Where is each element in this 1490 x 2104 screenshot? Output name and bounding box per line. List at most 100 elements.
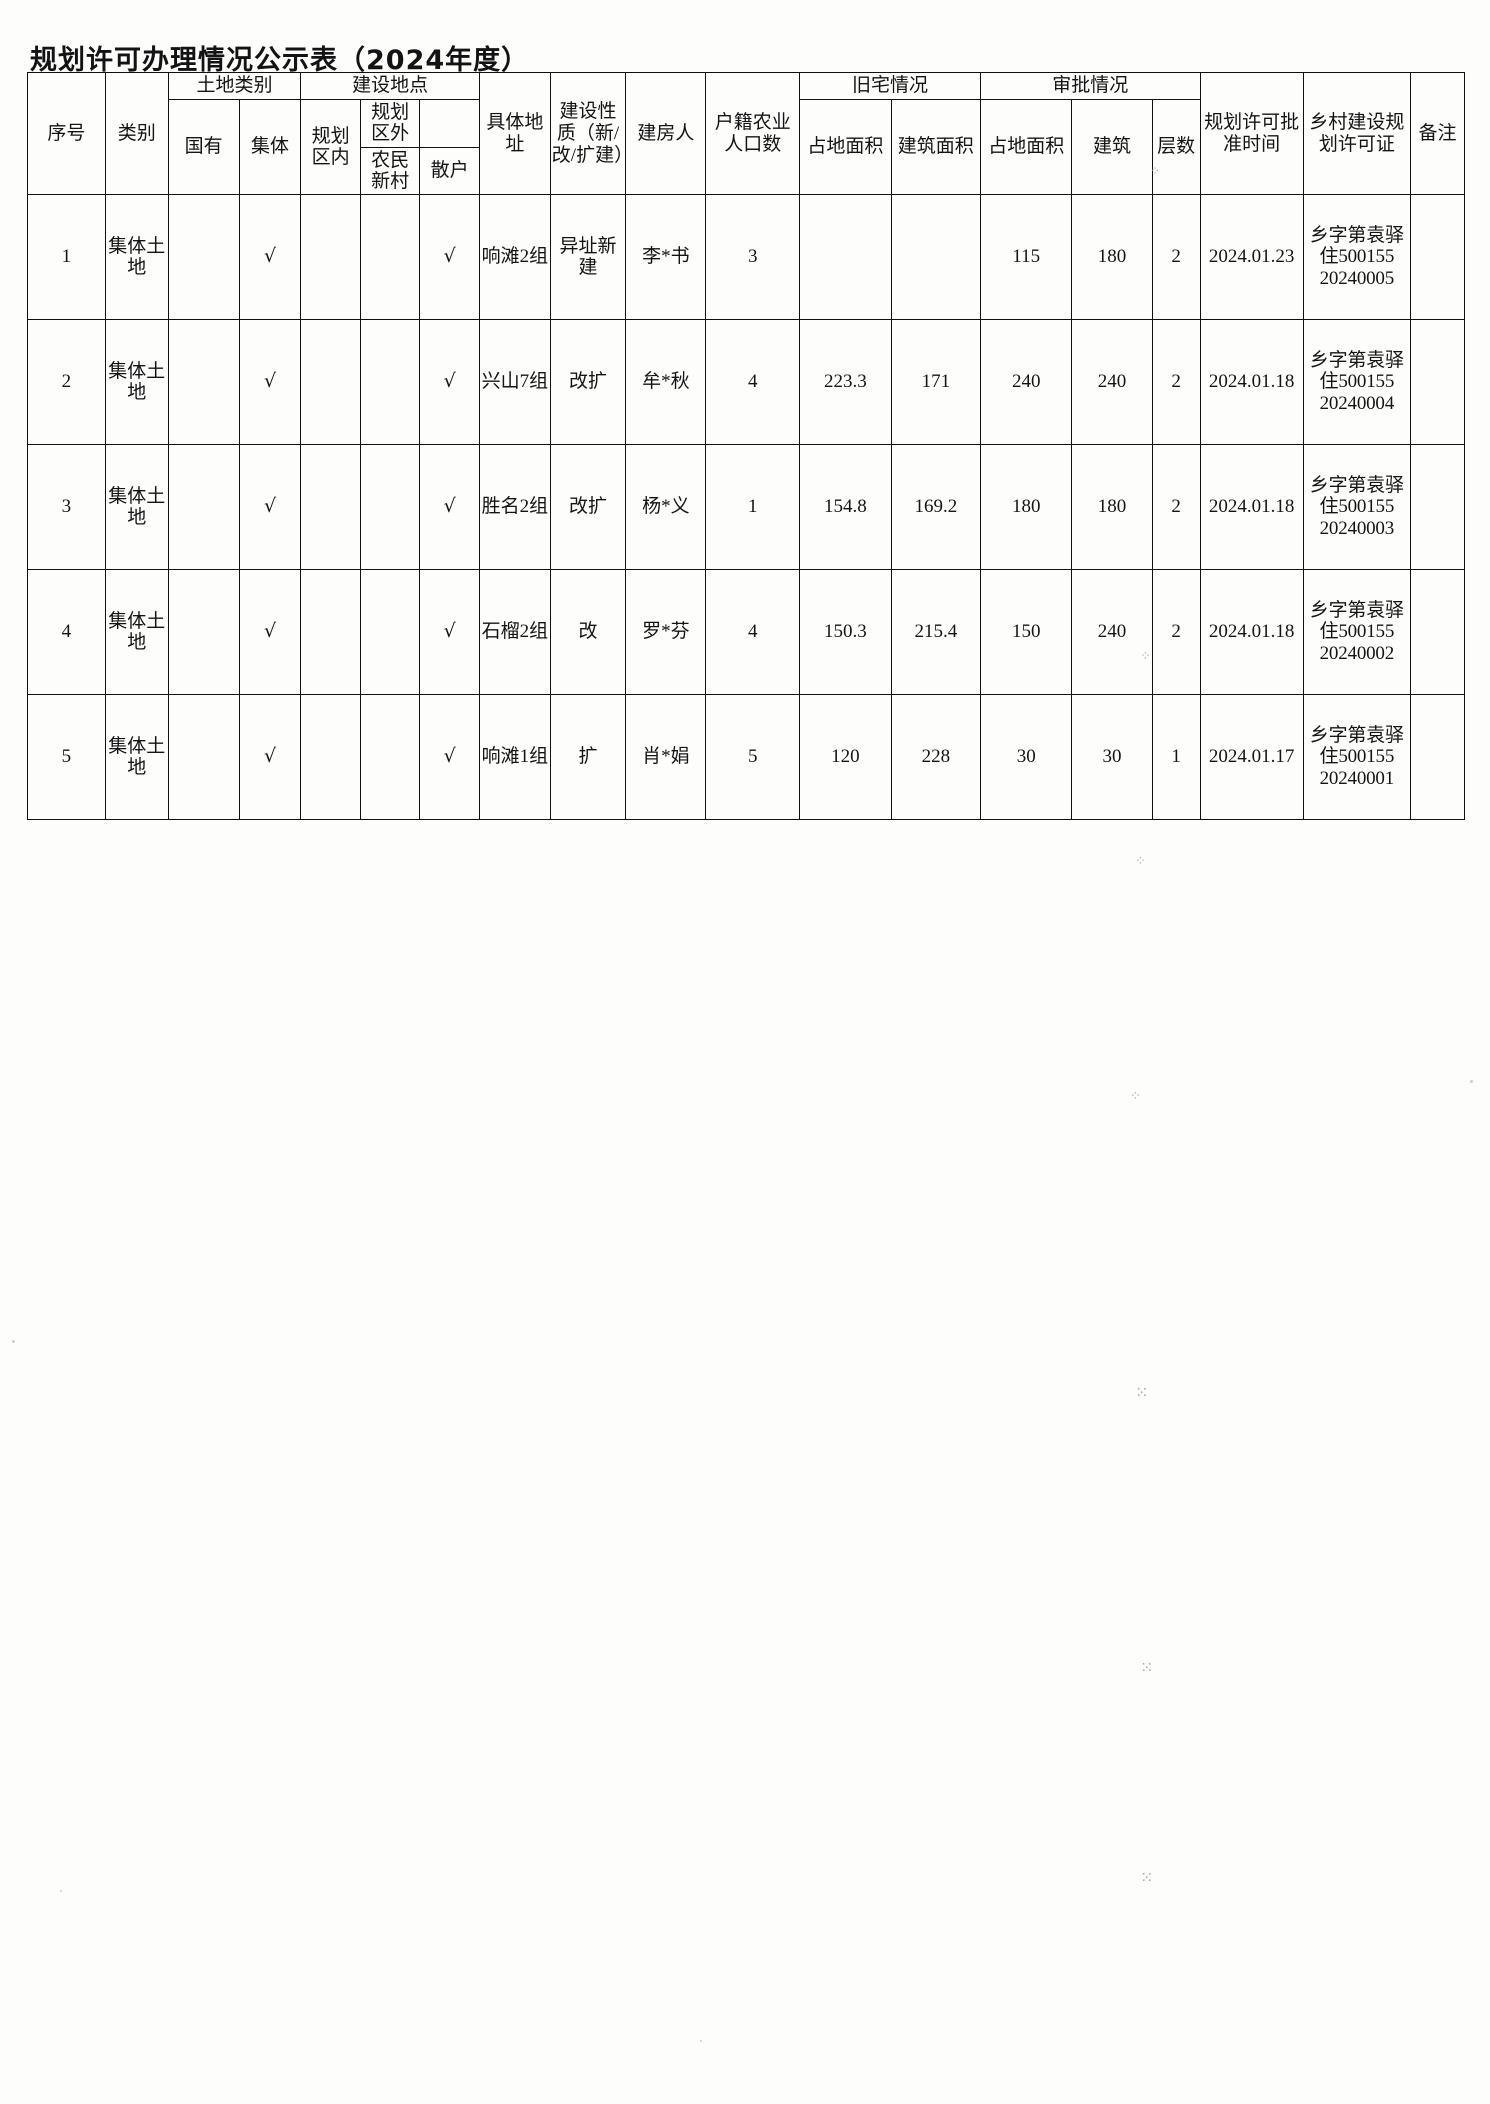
- cell-rural-population: 3: [705, 194, 801, 321]
- header-row-sub2: 农民新村 散户: [28, 146, 1465, 196]
- cell-permit-cert: 乡字第袁驿住500155 20240003: [1302, 444, 1412, 571]
- header-row-sub1: 国有 集体 规划区内 规划区外 占地面积 建筑面积 占地面积 建筑 层数: [28, 99, 1465, 196]
- cell-appr-land-area: 30: [979, 694, 1073, 821]
- cell-land-collective: √: [238, 319, 302, 446]
- cell-permit-date: 2024.01.18: [1199, 319, 1304, 446]
- th-permit-date: 规划许可批准时间: [1199, 71, 1304, 196]
- table-row: 1 集体土地 √ √ 响滩2组 异址新建 李*书 3 115 180 2 2024.01.23 乡字第袁…: [27, 194, 1465, 321]
- th-category: 类别: [104, 71, 169, 196]
- cell-remark: [1410, 194, 1465, 321]
- th-old-build-area: 建筑面积: [890, 99, 981, 196]
- scan-smudge: ⁘: [1130, 1089, 1141, 1104]
- scan-speck: [700, 2040, 702, 2042]
- cell-build-nature: 改扩: [549, 319, 627, 446]
- cell-land-state: [167, 194, 240, 321]
- cell-remark: [1410, 319, 1465, 446]
- cell-rural-population: 4: [705, 319, 801, 446]
- cell-permit-date: 2024.01.18: [1199, 444, 1304, 571]
- scan-smudge: ⁙: [1135, 1383, 1148, 1402]
- th-approval: 审批情况: [979, 71, 1201, 101]
- cell-old-build-area: [890, 194, 981, 321]
- cell-old-land-area: 120: [799, 694, 892, 821]
- scan-smudge: ⁘: [1150, 164, 1160, 178]
- th-address: 具体地址: [478, 71, 551, 196]
- cell-appr-build-area: 30: [1071, 694, 1153, 821]
- cell-seq: 3: [27, 444, 106, 571]
- th-site-out-plan: 规划区外: [359, 99, 421, 148]
- cell-rural-population: 1: [705, 444, 801, 571]
- cell-seq: 1: [27, 194, 106, 321]
- cell-appr-floors: 2: [1151, 194, 1201, 321]
- cell-appr-floors: 2: [1151, 569, 1201, 696]
- cell-old-build-area: 171: [890, 319, 981, 446]
- th-appr-land-area: 占地面积: [979, 99, 1073, 196]
- cell-site-scattered: √: [419, 569, 480, 696]
- cell-seq: 5: [27, 694, 106, 821]
- cell-site-in-plan: [300, 444, 361, 571]
- scan-smudge: ⁘: [1140, 649, 1151, 664]
- cell-appr-land-area: 240: [979, 319, 1073, 446]
- cell-appr-floors: 1: [1151, 694, 1201, 821]
- cell-builder: 肖*娟: [625, 694, 707, 821]
- cell-permit-cert: 乡字第袁驿住500155 20240002: [1302, 569, 1412, 696]
- cell-permit-date: 2024.01.17: [1199, 694, 1304, 821]
- scan-smudge: ⁘: [1135, 854, 1146, 869]
- th-remark: 备注: [1410, 71, 1465, 196]
- cell-seq: 2: [27, 319, 106, 446]
- cell-site-new-village: [359, 319, 421, 446]
- cell-permit-cert: 乡字第袁驿住500155 20240001: [1302, 694, 1412, 821]
- cell-appr-land-area: 115: [979, 194, 1073, 321]
- cell-builder: 罗*芬: [625, 569, 707, 696]
- th-land-type: 土地类别: [167, 71, 302, 101]
- cell-appr-land-area: 180: [979, 444, 1073, 571]
- cell-site-scattered: √: [419, 194, 480, 321]
- cell-builder: 李*书: [625, 194, 707, 321]
- cell-site-scattered: √: [419, 694, 480, 821]
- cell-build-nature: 扩: [549, 694, 627, 821]
- th-permit-cert: 乡村建设规划许可证: [1302, 71, 1412, 196]
- th-site-scattered: 散户: [419, 146, 480, 196]
- cell-old-build-area: 228: [890, 694, 981, 821]
- cell-old-land-area: [799, 194, 892, 321]
- page-title: 规划许可办理情况公示表（2024年度）: [30, 45, 530, 76]
- cell-appr-floors: 2: [1151, 319, 1201, 446]
- cell-build-nature: 异址新建: [549, 194, 627, 321]
- cell-category: 集体土地: [104, 444, 169, 571]
- cell-land-state: [167, 569, 240, 696]
- cell-site-new-village: [359, 194, 421, 321]
- cell-rural-population: 4: [705, 569, 801, 696]
- cell-land-state: [167, 694, 240, 821]
- scan-smudge: ⁙: [1140, 1868, 1153, 1887]
- cell-appr-build-area: 240: [1071, 569, 1153, 696]
- th-site-new-village: 农民新村: [359, 146, 421, 196]
- cell-permit-date: 2024.01.18: [1199, 569, 1304, 696]
- cell-address: 胜名2组: [478, 444, 551, 571]
- cell-site-in-plan: [300, 694, 361, 821]
- table-row: 2 集体土地 √ √ 兴山7组 改扩 牟*秋 4 223.3 171 240 240 2 2024.01.…: [27, 319, 1465, 446]
- cell-site-in-plan: [300, 569, 361, 696]
- cell-category: 集体土地: [104, 319, 169, 446]
- header-row-main: 序号 类别 土地类别 建设地点 具体地址 建设性质（新/改/扩建） 建房人 户籍…: [27, 71, 1465, 196]
- permit-table-container: 序号 类别 土地类别 建设地点 具体地址 建设性质（新/改/扩建） 建房人 户籍…: [27, 71, 1465, 821]
- cell-old-land-area: 223.3: [799, 319, 892, 446]
- table-row: 3 集体土地 √ √ 胜名2组 改扩 杨*义 1 154.8 169.2 180 180 2 2024.0…: [27, 444, 1465, 571]
- cell-permit-cert: 乡字第袁驿住500155 20240005: [1302, 194, 1412, 321]
- scan-speck: [60, 1890, 62, 1892]
- th-old-house: 旧宅情况: [799, 71, 981, 101]
- cell-address: 兴山7组: [478, 319, 551, 446]
- th-site-out-plan-spacer: [419, 99, 480, 148]
- permit-table-body: 1 集体土地 √ √ 响滩2组 异址新建 李*书 3 115 180 2 2024.01.23 乡字第袁…: [27, 194, 1465, 821]
- cell-site-in-plan: [300, 319, 361, 446]
- scan-smudge: ⁙: [1140, 1658, 1153, 1677]
- table-row: 4 集体土地 √ √ 石榴2组改罗*芬 4 150.3 215.4 150 240 2 2024.01…: [27, 569, 1465, 696]
- cell-site-new-village: [359, 694, 421, 821]
- th-site-in-plan: 规划区内: [300, 99, 361, 196]
- th-appr-floors: 层数: [1151, 99, 1201, 196]
- cell-appr-build-area: 180: [1071, 194, 1153, 321]
- th-build-nature: 建设性质（新/改/扩建）: [549, 71, 633, 196]
- cell-old-land-area: 154.8: [799, 444, 892, 571]
- th-builder: 建房人: [625, 71, 707, 196]
- cell-land-collective: √: [238, 694, 302, 821]
- th-build-site: 建设地点: [300, 71, 480, 101]
